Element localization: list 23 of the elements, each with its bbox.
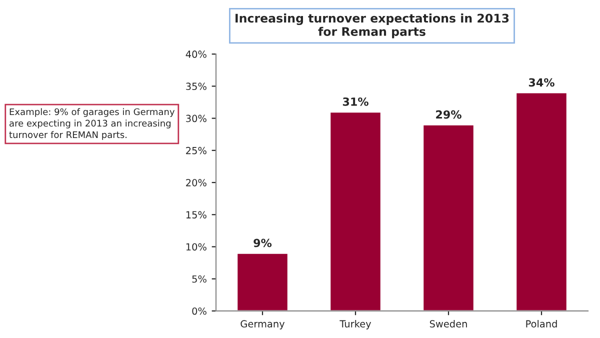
data-label: 29% bbox=[436, 110, 462, 119]
y-tick-label: 25% bbox=[186, 146, 206, 154]
y-tick-label: 20% bbox=[186, 179, 206, 186]
y-tick-label: 5% bbox=[192, 275, 206, 283]
chart-title: Increasing turnover expectations in 2013 for Reman parts bbox=[236, 14, 509, 38]
y-tick-label: 10% bbox=[186, 243, 206, 251]
y-tick-label: 30% bbox=[186, 114, 206, 122]
x-tick-label: Poland bbox=[526, 320, 557, 328]
bar bbox=[236, 252, 289, 311]
x-tick-label: Sweden bbox=[430, 320, 467, 328]
bar bbox=[515, 92, 568, 311]
bar bbox=[329, 111, 382, 311]
x-tick-label: Turkey bbox=[340, 320, 372, 330]
bar bbox=[422, 124, 475, 311]
y-tick-label: 40% bbox=[186, 50, 206, 58]
data-label: 31% bbox=[342, 97, 368, 106]
data-label: 9% bbox=[254, 238, 272, 248]
x-tick-label: Germany bbox=[240, 320, 285, 330]
y-tick-label: 35% bbox=[186, 82, 206, 90]
y-tick-label: 0% bbox=[192, 307, 206, 315]
text: Example: 9% of garages in Germany are expecting in 2013 an increasing turnover for REMAN parts. bbox=[9, 108, 175, 140]
data-label: 34% bbox=[528, 78, 554, 87]
y-tick-label: 15% bbox=[186, 211, 206, 218]
